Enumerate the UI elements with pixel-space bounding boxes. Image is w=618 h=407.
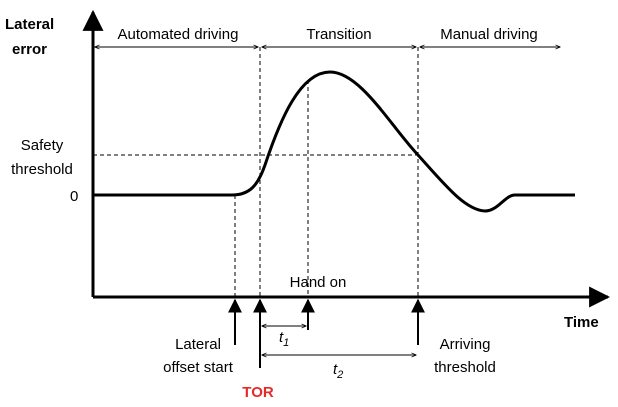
t2-label: t2 (333, 361, 343, 381)
t1-label: t1 (279, 329, 289, 349)
phase-label: Transition (306, 26, 371, 43)
y-axis-label: error (12, 41, 47, 58)
phase-label: Automated driving (118, 26, 239, 43)
event-label: Arriving (440, 336, 491, 353)
lateral-error-curve (93, 70, 575, 213)
event-label: threshold (434, 359, 496, 376)
zero-label: 0 (70, 188, 78, 205)
hand-on-label: Hand on (290, 274, 347, 291)
event-label: Lateral (175, 336, 221, 353)
y-axis-label: Lateral (5, 16, 54, 33)
threshold-label: Safety (21, 137, 64, 154)
tor-label: TOR (242, 384, 274, 401)
phase-label: Manual driving (440, 26, 538, 43)
threshold-label: threshold (11, 161, 73, 178)
event-label: offset start (163, 359, 234, 376)
x-axis-label: Time (564, 314, 599, 331)
